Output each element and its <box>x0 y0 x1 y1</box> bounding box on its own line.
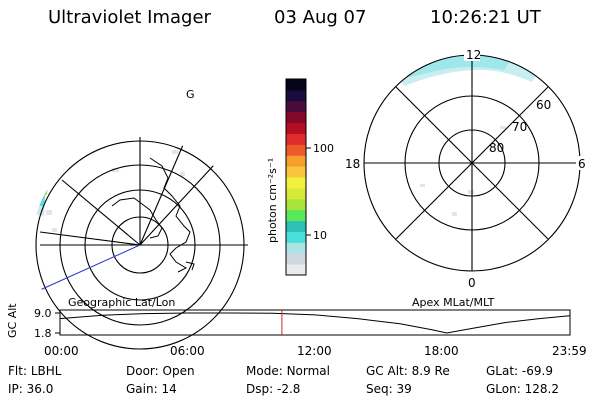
colorbar-cell <box>286 220 306 232</box>
colorbar-cell <box>286 231 306 243</box>
info-seq: Seq: 39 <box>366 382 412 396</box>
info-seq-value: 39 <box>396 382 412 396</box>
colorbar-cells <box>286 79 306 276</box>
auroral-arc-green <box>42 137 92 196</box>
mlat-label-80: 80 <box>489 141 504 155</box>
mlat-label-70: 70 <box>512 120 527 134</box>
coastlines <box>111 157 195 273</box>
mlt-spokes <box>364 55 580 271</box>
colorbar-cell <box>286 155 306 167</box>
info-glon-label: GLon: <box>486 382 521 396</box>
instrument-title: Ultraviolet Imager <box>48 7 211 28</box>
xtick-0600: 06:00 <box>170 344 205 358</box>
colorbar-frame <box>285 78 307 276</box>
info-mode-label: Mode: <box>246 364 283 378</box>
date-label: 03 Aug 07 <box>274 7 367 28</box>
altitude-ylabel: GC Alt <box>6 303 19 338</box>
background-glow <box>46 150 185 232</box>
colorbar-cell <box>286 122 306 134</box>
colorbar-cell <box>286 198 306 211</box>
info-gcalt-value: 8.9 Re <box>411 364 450 378</box>
info-gain-label: Gain: <box>126 382 158 396</box>
colorbar: 100 10 photon cm⁻²s⁻¹ <box>266 78 334 276</box>
mlt-label-6: 6 <box>578 157 586 171</box>
info-glon-value: 128.2 <box>524 382 559 396</box>
xtick-0000: 00:00 <box>44 344 79 358</box>
right-panel-label: Apex MLat/MLT <box>412 296 495 309</box>
colorbar-cell <box>286 209 306 222</box>
colorbar-cell <box>286 111 306 124</box>
sun-direction-line <box>39 244 141 291</box>
mlt-label-0: 0 <box>468 276 476 290</box>
info-mode-value: Normal <box>286 364 330 378</box>
info-seq-label: Seq: <box>366 382 393 396</box>
info-flt-label: Flt: <box>8 364 27 378</box>
colorbar-cell <box>286 242 306 254</box>
info-dsp: Dsp: -2.8 <box>246 382 300 396</box>
orbit-altitude-curve <box>59 312 570 334</box>
colorbar-cell <box>286 144 306 156</box>
info-ip-label: IP: <box>8 382 23 396</box>
polar-noise <box>420 126 506 216</box>
meridians <box>39 137 248 246</box>
label-bg-6 <box>576 156 588 170</box>
mlat-label-60: 60 <box>536 98 551 112</box>
altitude-ytick-1.8: 1.8 <box>34 327 52 340</box>
mlt-label-12: 12 <box>466 48 481 62</box>
colorbar-cell <box>286 253 306 265</box>
info-gcalt-label: GC Alt: <box>366 364 408 378</box>
colorbar-cell <box>286 133 306 145</box>
info-flt-value: LBHL <box>30 364 62 378</box>
info-door-label: Door: <box>126 364 159 378</box>
colorbar-cell <box>286 166 306 178</box>
info-dsp-label: Dsp: <box>246 382 274 396</box>
colorbar-label-10: 10 <box>313 229 327 242</box>
info-door: Door: Open <box>126 364 195 378</box>
mlt-label-18: 18 <box>345 157 360 171</box>
magnetic-polar-plot: 12 18 6 0 60 70 80 <box>343 47 588 290</box>
xtick-1800: 18:00 <box>424 344 459 358</box>
info-gain-value: 14 <box>161 382 177 396</box>
colorbar-cell <box>286 79 306 91</box>
time-label: 10:26:21 UT <box>430 7 541 28</box>
info-mode: Mode: Normal <box>246 364 330 378</box>
geographic-marker-g: G <box>186 88 195 101</box>
colorbar-label-100: 100 <box>313 142 334 155</box>
label-bg-18 <box>343 156 363 170</box>
colorbar-cell <box>286 177 306 189</box>
info-glon: GLon: 128.2 <box>486 382 559 396</box>
xtick-2359: 23:59 <box>552 344 587 358</box>
xtick-1200: 12:00 <box>297 344 332 358</box>
left-panel-label: Geographic Lat/Lon <box>68 296 175 309</box>
colorbar-unit-label: photon cm⁻²s⁻¹ <box>266 158 279 243</box>
altitude-plot-frame <box>59 309 571 336</box>
auroral-arc-outer <box>34 137 106 216</box>
info-flt: Flt: LBHL <box>8 364 61 378</box>
info-glat-value: -69.9 <box>521 364 553 378</box>
colorbar-cell <box>286 100 306 113</box>
info-door-value: Open <box>162 364 195 378</box>
colorbar-cell <box>286 264 306 276</box>
info-glat: GLat: -69.9 <box>486 364 553 378</box>
info-ip: IP: 36.0 <box>8 382 53 396</box>
info-glat-label: GLat: <box>486 364 519 378</box>
info-gain: Gain: 14 <box>126 382 177 396</box>
label-bg-0 <box>466 276 478 289</box>
label-bg-12 <box>464 47 480 61</box>
altitude-plot: Geographic Lat/Lon Apex MLat/MLT GC Alt … <box>6 296 571 340</box>
info-gcalt: GC Alt: 8.9 Re <box>366 364 450 378</box>
info-ip-value: 36.0 <box>26 382 54 396</box>
info-dsp-value: -2.8 <box>276 382 301 396</box>
colorbar-cell <box>286 89 306 102</box>
colorbar-cell <box>286 187 306 200</box>
altitude-ytick-9: 9.0 <box>34 307 52 320</box>
